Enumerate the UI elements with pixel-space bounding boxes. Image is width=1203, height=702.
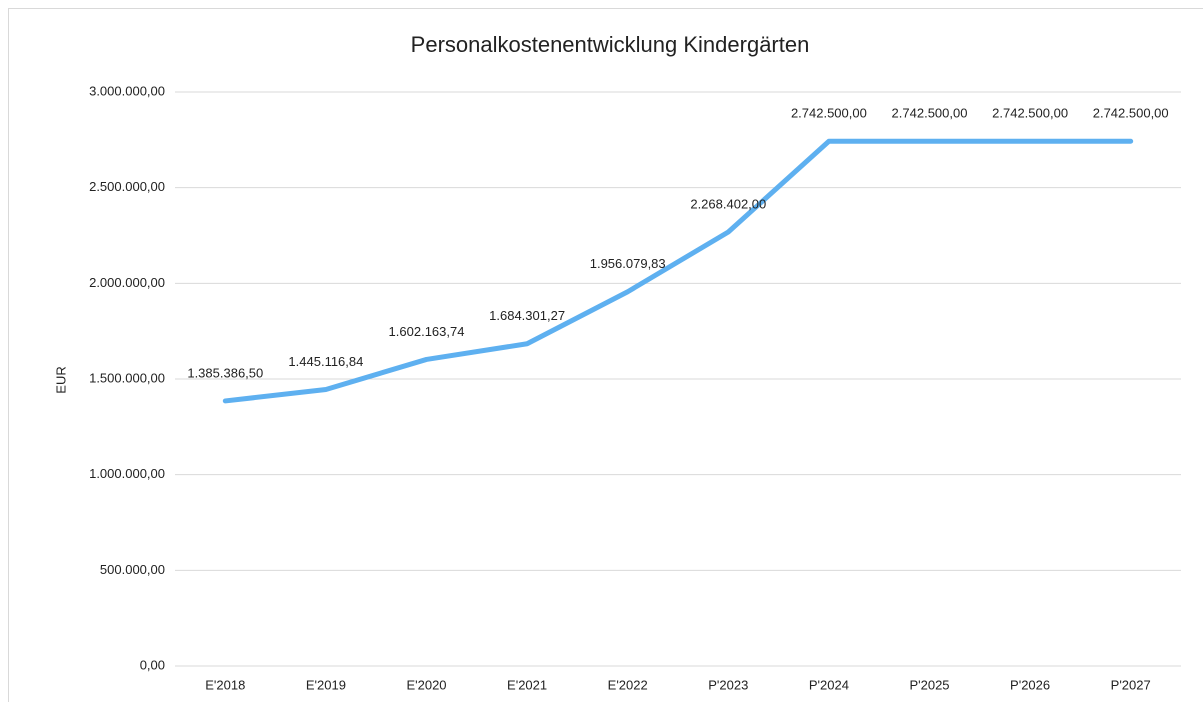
chart-title: Personalkostenentwicklung Kindergärten	[411, 32, 810, 57]
data-label: 1.956.079,83	[590, 256, 666, 271]
y-axis-label: EUR	[53, 366, 68, 393]
x-tick-label: P'2025	[909, 677, 949, 692]
data-label: 2.742.500,00	[892, 106, 968, 121]
x-tick-label: E'2022	[608, 677, 648, 692]
data-label: 2.268.402,00	[690, 196, 766, 211]
data-line	[222, 138, 1134, 404]
y-tick-label: 0,00	[140, 657, 165, 672]
y-tick-label: 3.000.000,00	[89, 83, 165, 98]
x-tick-label: E'2021	[507, 677, 547, 692]
x-tick-label: E'2020	[406, 677, 446, 692]
y-tick-label: 500.000,00	[100, 562, 165, 577]
y-tick-label: 2.000.000,00	[89, 275, 165, 290]
x-tick-label: E'2019	[306, 677, 346, 692]
data-label: 2.742.500,00	[1093, 106, 1169, 121]
data-label: 1.385.386,50	[187, 365, 263, 380]
x-tick-label: P'2023	[708, 677, 748, 692]
x-tick-label: P'2027	[1111, 677, 1151, 692]
data-label: 2.742.500,00	[992, 106, 1068, 121]
data-label: 1.445.116,84	[288, 354, 363, 369]
data-label: 1.684.301,27	[489, 308, 565, 323]
chart-border	[8, 8, 1203, 702]
x-tick-label: P'2026	[1010, 677, 1050, 692]
data-label: 2.742.500,00	[791, 106, 867, 121]
y-tick-label: 1.000.000,00	[89, 466, 165, 481]
x-tick-label: P'2024	[809, 677, 849, 692]
data-label: 1.602.163,74	[389, 324, 465, 339]
y-tick-label: 2.500.000,00	[89, 179, 165, 194]
x-tick-label: E'2018	[205, 677, 245, 692]
y-tick-label: 1.500.000,00	[89, 370, 165, 385]
